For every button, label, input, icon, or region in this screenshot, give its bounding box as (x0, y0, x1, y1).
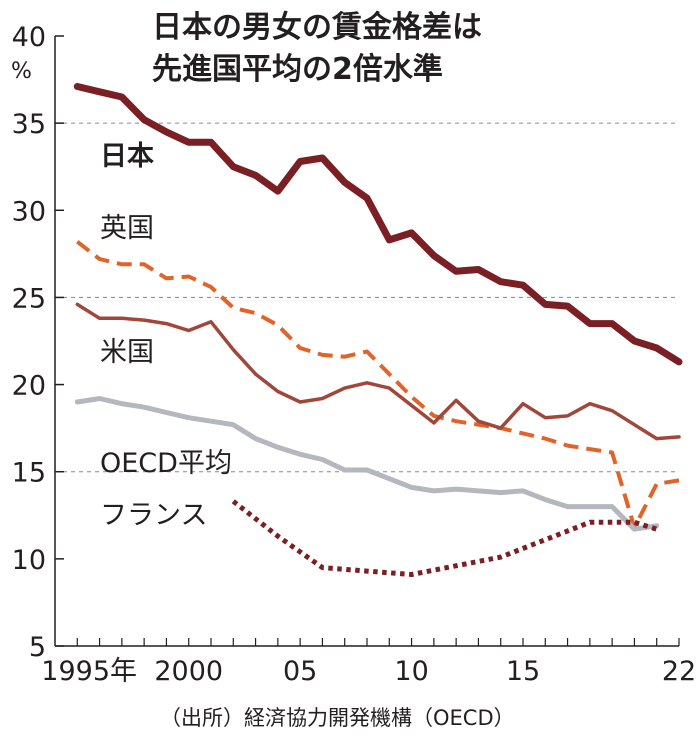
y-tick-label: 15 (12, 458, 46, 489)
series-line-3 (74, 396, 660, 532)
y-tick-label: 20 (12, 371, 46, 402)
y-tick-label: 30 (12, 196, 46, 227)
y-tick-labels: 5 10 15 20 25 30 35 40 (12, 22, 46, 663)
x-tick-label: 1995年 (41, 656, 137, 687)
series-label-2: 米国 (100, 337, 154, 368)
chart-title: 日本の男女の賃金格差は 先進国平均の2倍水準 (152, 10, 482, 87)
series-label-0: 日本 (100, 141, 154, 172)
source-note: （出所）経済協力開発機構（OECD） (160, 706, 515, 730)
y-tick-label: 35 (12, 109, 46, 140)
title-line-2: 先進国平均の2倍水準 (152, 52, 443, 87)
y-tick-label: 10 (12, 545, 46, 576)
series-line-0 (73, 83, 683, 366)
y-tick-label: 25 (12, 283, 46, 314)
y-tick-label: 40 (12, 22, 46, 53)
series-line-2 (75, 302, 681, 441)
x-tick-label: 2000 (154, 656, 223, 687)
grid (55, 122, 679, 473)
series-lines (73, 83, 683, 577)
x-tick-labels: 1995年 2000 05 10 15 22 (41, 656, 696, 687)
axes (54, 35, 680, 647)
title-line-1: 日本の男女の賃金格差は (152, 10, 482, 45)
x-tick-label: 10 (394, 656, 428, 687)
x-tick-label: 05 (283, 656, 317, 687)
x-tick-label: 15 (506, 656, 540, 687)
y-tick-label: 5 (29, 632, 46, 663)
series-label-4: フランス (100, 500, 207, 531)
series-label-1: 英国 (100, 213, 154, 244)
unit-label: % (11, 59, 32, 84)
x-tick-label: 22 (662, 656, 696, 687)
series-line-4 (231, 499, 658, 577)
series-label-3: OECD平均 (100, 448, 232, 479)
